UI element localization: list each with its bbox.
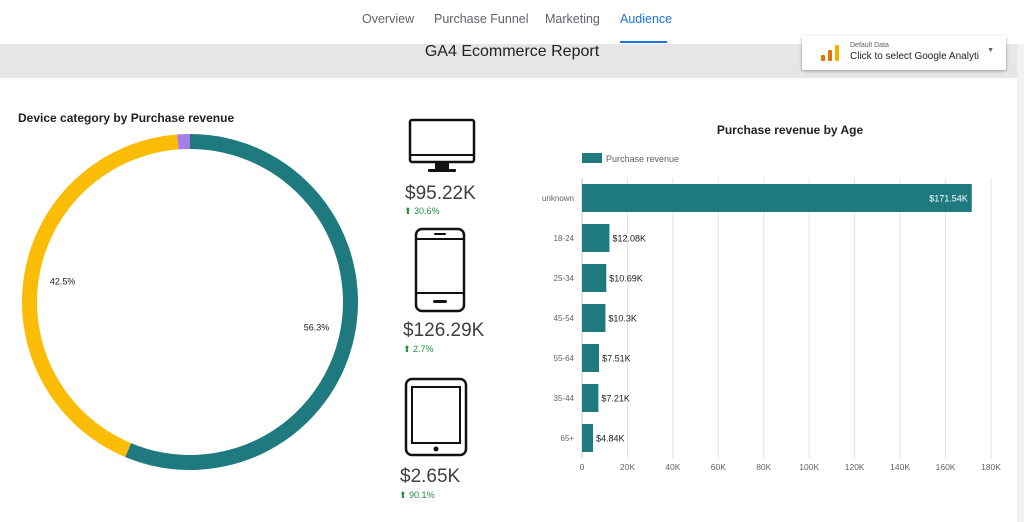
report-title: GA4 Ecommerce Report xyxy=(424,43,600,60)
bar-value-label: $10.69K xyxy=(609,274,643,284)
donut-label-mobile: 56.3% xyxy=(304,322,330,332)
y-category-label: 55-64 xyxy=(554,354,575,363)
donut-slice-mobile xyxy=(125,134,358,470)
bar-value-label: $7.51K xyxy=(602,354,631,364)
tab-audience[interactable]: Audience xyxy=(620,12,673,26)
kpi-desktop-delta: ⬆ 30.6% xyxy=(404,206,440,217)
bar-value-label: $171.54K xyxy=(929,194,968,204)
y-category-label: unknown xyxy=(542,194,574,203)
bar-value-label: $12.08K xyxy=(612,234,646,244)
bar-unknown xyxy=(582,184,972,212)
up-arrow-icon: ⬆ xyxy=(399,490,410,500)
tab-marketing[interactable]: Marketing xyxy=(545,12,600,26)
kpi-tablet-value: $2.65K xyxy=(400,466,461,487)
scrollbar[interactable] xyxy=(1017,44,1024,522)
dropdown-caret-icon: ▼ xyxy=(987,47,994,54)
kpi-mobile-value: $126.29K xyxy=(403,320,485,341)
y-category-label: 25-34 xyxy=(554,274,575,283)
x-tick-label: 140K xyxy=(890,462,910,472)
donut-slice-tablet xyxy=(177,134,190,150)
donut-label-desktop: 42.5% xyxy=(50,276,76,286)
x-tick-label: 40K xyxy=(665,462,680,472)
x-tick-label: 100K xyxy=(799,462,819,472)
bar-value-label: $4.84K xyxy=(596,434,625,444)
up-arrow-icon: ⬆ xyxy=(404,206,415,216)
tablet-icon xyxy=(404,377,468,457)
legend-swatch xyxy=(582,153,602,163)
donut-slice-desktop xyxy=(21,134,179,458)
mobile-phone-icon xyxy=(414,227,466,313)
y-category-label: 35-44 xyxy=(554,394,575,403)
bar-value-label: $7.21K xyxy=(601,394,630,404)
bar-chart-title: Purchase revenue by Age xyxy=(716,123,864,137)
kpi-tablet-delta-value: 90.1% xyxy=(409,490,435,500)
x-tick-label: 60K xyxy=(711,462,726,472)
bar-35-44 xyxy=(582,384,599,412)
x-tick-label: 0 xyxy=(580,462,585,472)
x-tick-label: 80K xyxy=(756,462,771,472)
y-category-label: 65+ xyxy=(560,434,574,443)
desktop-monitor-icon xyxy=(408,118,476,172)
google-analytics-icon xyxy=(821,45,839,61)
kpi-desktop-delta-value: 30.6% xyxy=(414,206,440,216)
kpi-tablet-delta: ⬆ 90.1% xyxy=(399,490,435,501)
kpi-desktop-value: $95.22K xyxy=(405,183,476,204)
x-tick-label: 120K xyxy=(845,462,865,472)
y-category-label: 18-24 xyxy=(554,234,575,243)
up-arrow-icon: ⬆ xyxy=(403,344,414,354)
bar-18-24 xyxy=(582,224,610,252)
data-source-selector[interactable]: Default Data Click to select Google Anal… xyxy=(802,36,1006,70)
x-tick-label: 160K xyxy=(936,462,956,472)
active-tab-indicator xyxy=(620,41,667,43)
kpi-mobile-delta: ⬆ 2.7% xyxy=(403,344,434,355)
bar-55-64 xyxy=(582,344,600,372)
tab-purchase-funnel[interactable]: Purchase Funnel xyxy=(434,12,529,26)
top-nav: Overview Purchase Funnel Marketing Audie… xyxy=(0,0,1024,44)
kpi-mobile-delta-value: 2.7% xyxy=(413,344,434,354)
donut-chart-title: Device category by Purchase revenue xyxy=(18,111,235,125)
bar-65+ xyxy=(582,424,593,452)
bar-45-54 xyxy=(582,304,606,332)
y-category-label: 45-54 xyxy=(554,314,575,323)
age-bar-chart: Purchase revenue 0 20K 40K 60K 80K 100K 120K 140… xyxy=(542,153,1001,472)
device-donut-chart: 56.3% 42.5% xyxy=(21,134,358,470)
x-tick-label: 180K xyxy=(981,462,1001,472)
data-source-label: Click to select Google Analyti xyxy=(850,51,979,62)
x-tick-label: 20K xyxy=(620,462,635,472)
data-source-caption: Default Data xyxy=(850,42,889,49)
legend-label: Purchase revenue xyxy=(606,154,679,164)
bar-25-34 xyxy=(582,264,607,292)
tab-overview[interactable]: Overview xyxy=(362,12,415,26)
bar-value-label: $10.3K xyxy=(608,314,637,324)
